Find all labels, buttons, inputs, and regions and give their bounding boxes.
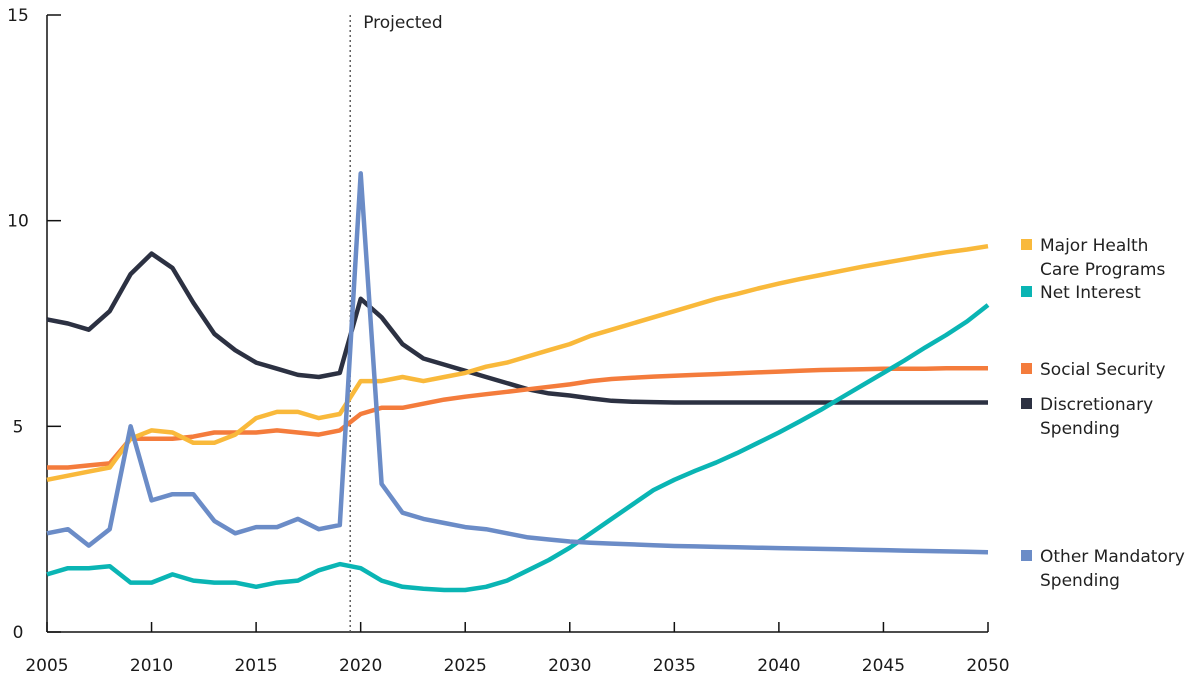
x-tick-label: 2015	[234, 656, 277, 676]
series-line-social-security	[47, 366, 988, 470]
legend-label-discretionary-spending: Discretionary	[1040, 395, 1153, 415]
legend-label-major-health-care-programs: Care Programs	[1040, 260, 1165, 280]
legend-swatch-net-interest	[1021, 286, 1032, 297]
projection-marker: Projected	[349, 13, 443, 632]
axes: 0 5 10 15 2005 2010 2015 2020 2025 2030 2035 2040 20…	[7, 6, 1009, 676]
legend-label-net-interest: Net Interest	[1040, 283, 1141, 303]
y-tick-label: 10	[7, 212, 29, 232]
y-tick-label: 5	[13, 417, 24, 437]
legend-swatch-major-health-care-programs	[1021, 239, 1032, 250]
x-tick-label: 2045	[862, 656, 905, 676]
x-tick-label: 2010	[130, 656, 173, 676]
x-tick-label: 2005	[25, 656, 68, 676]
x-tick-label: 2025	[444, 656, 487, 676]
legend-label-other-mandatory-spending: Other Mandatory	[1040, 547, 1185, 567]
x-tick-label: 2020	[339, 656, 382, 676]
x-tick-label: 2050	[966, 656, 1009, 676]
x-tick-label: 2035	[653, 656, 696, 676]
legend-label-major-health-care-programs: Major Health	[1040, 236, 1148, 256]
series-line-net-interest	[46, 303, 990, 593]
legend-label-discretionary-spending: Spending	[1040, 419, 1120, 439]
legend-swatch-discretionary-spending	[1021, 398, 1032, 409]
legend-label-other-mandatory-spending: Spending	[1040, 571, 1120, 591]
y-tick-label: 0	[13, 623, 24, 643]
series-line-major-health-care-programs	[46, 243, 989, 483]
x-tick-label: 2030	[548, 656, 591, 676]
y-tick-label: 15	[7, 6, 29, 26]
series-line-other-mandatory-spending	[46, 171, 989, 555]
legend-swatch-social-security	[1021, 363, 1032, 374]
legend-label-social-security: Social Security	[1040, 360, 1166, 380]
series-lines	[46, 171, 990, 593]
legend-swatch-other-mandatory-spending	[1021, 550, 1032, 561]
legend: Major Health Care Programs Net Interest Soc…	[1021, 236, 1185, 591]
x-tick-label: 2040	[757, 656, 800, 676]
projected-label: Projected	[363, 13, 442, 33]
series-line-discretionary-spending	[46, 251, 988, 405]
